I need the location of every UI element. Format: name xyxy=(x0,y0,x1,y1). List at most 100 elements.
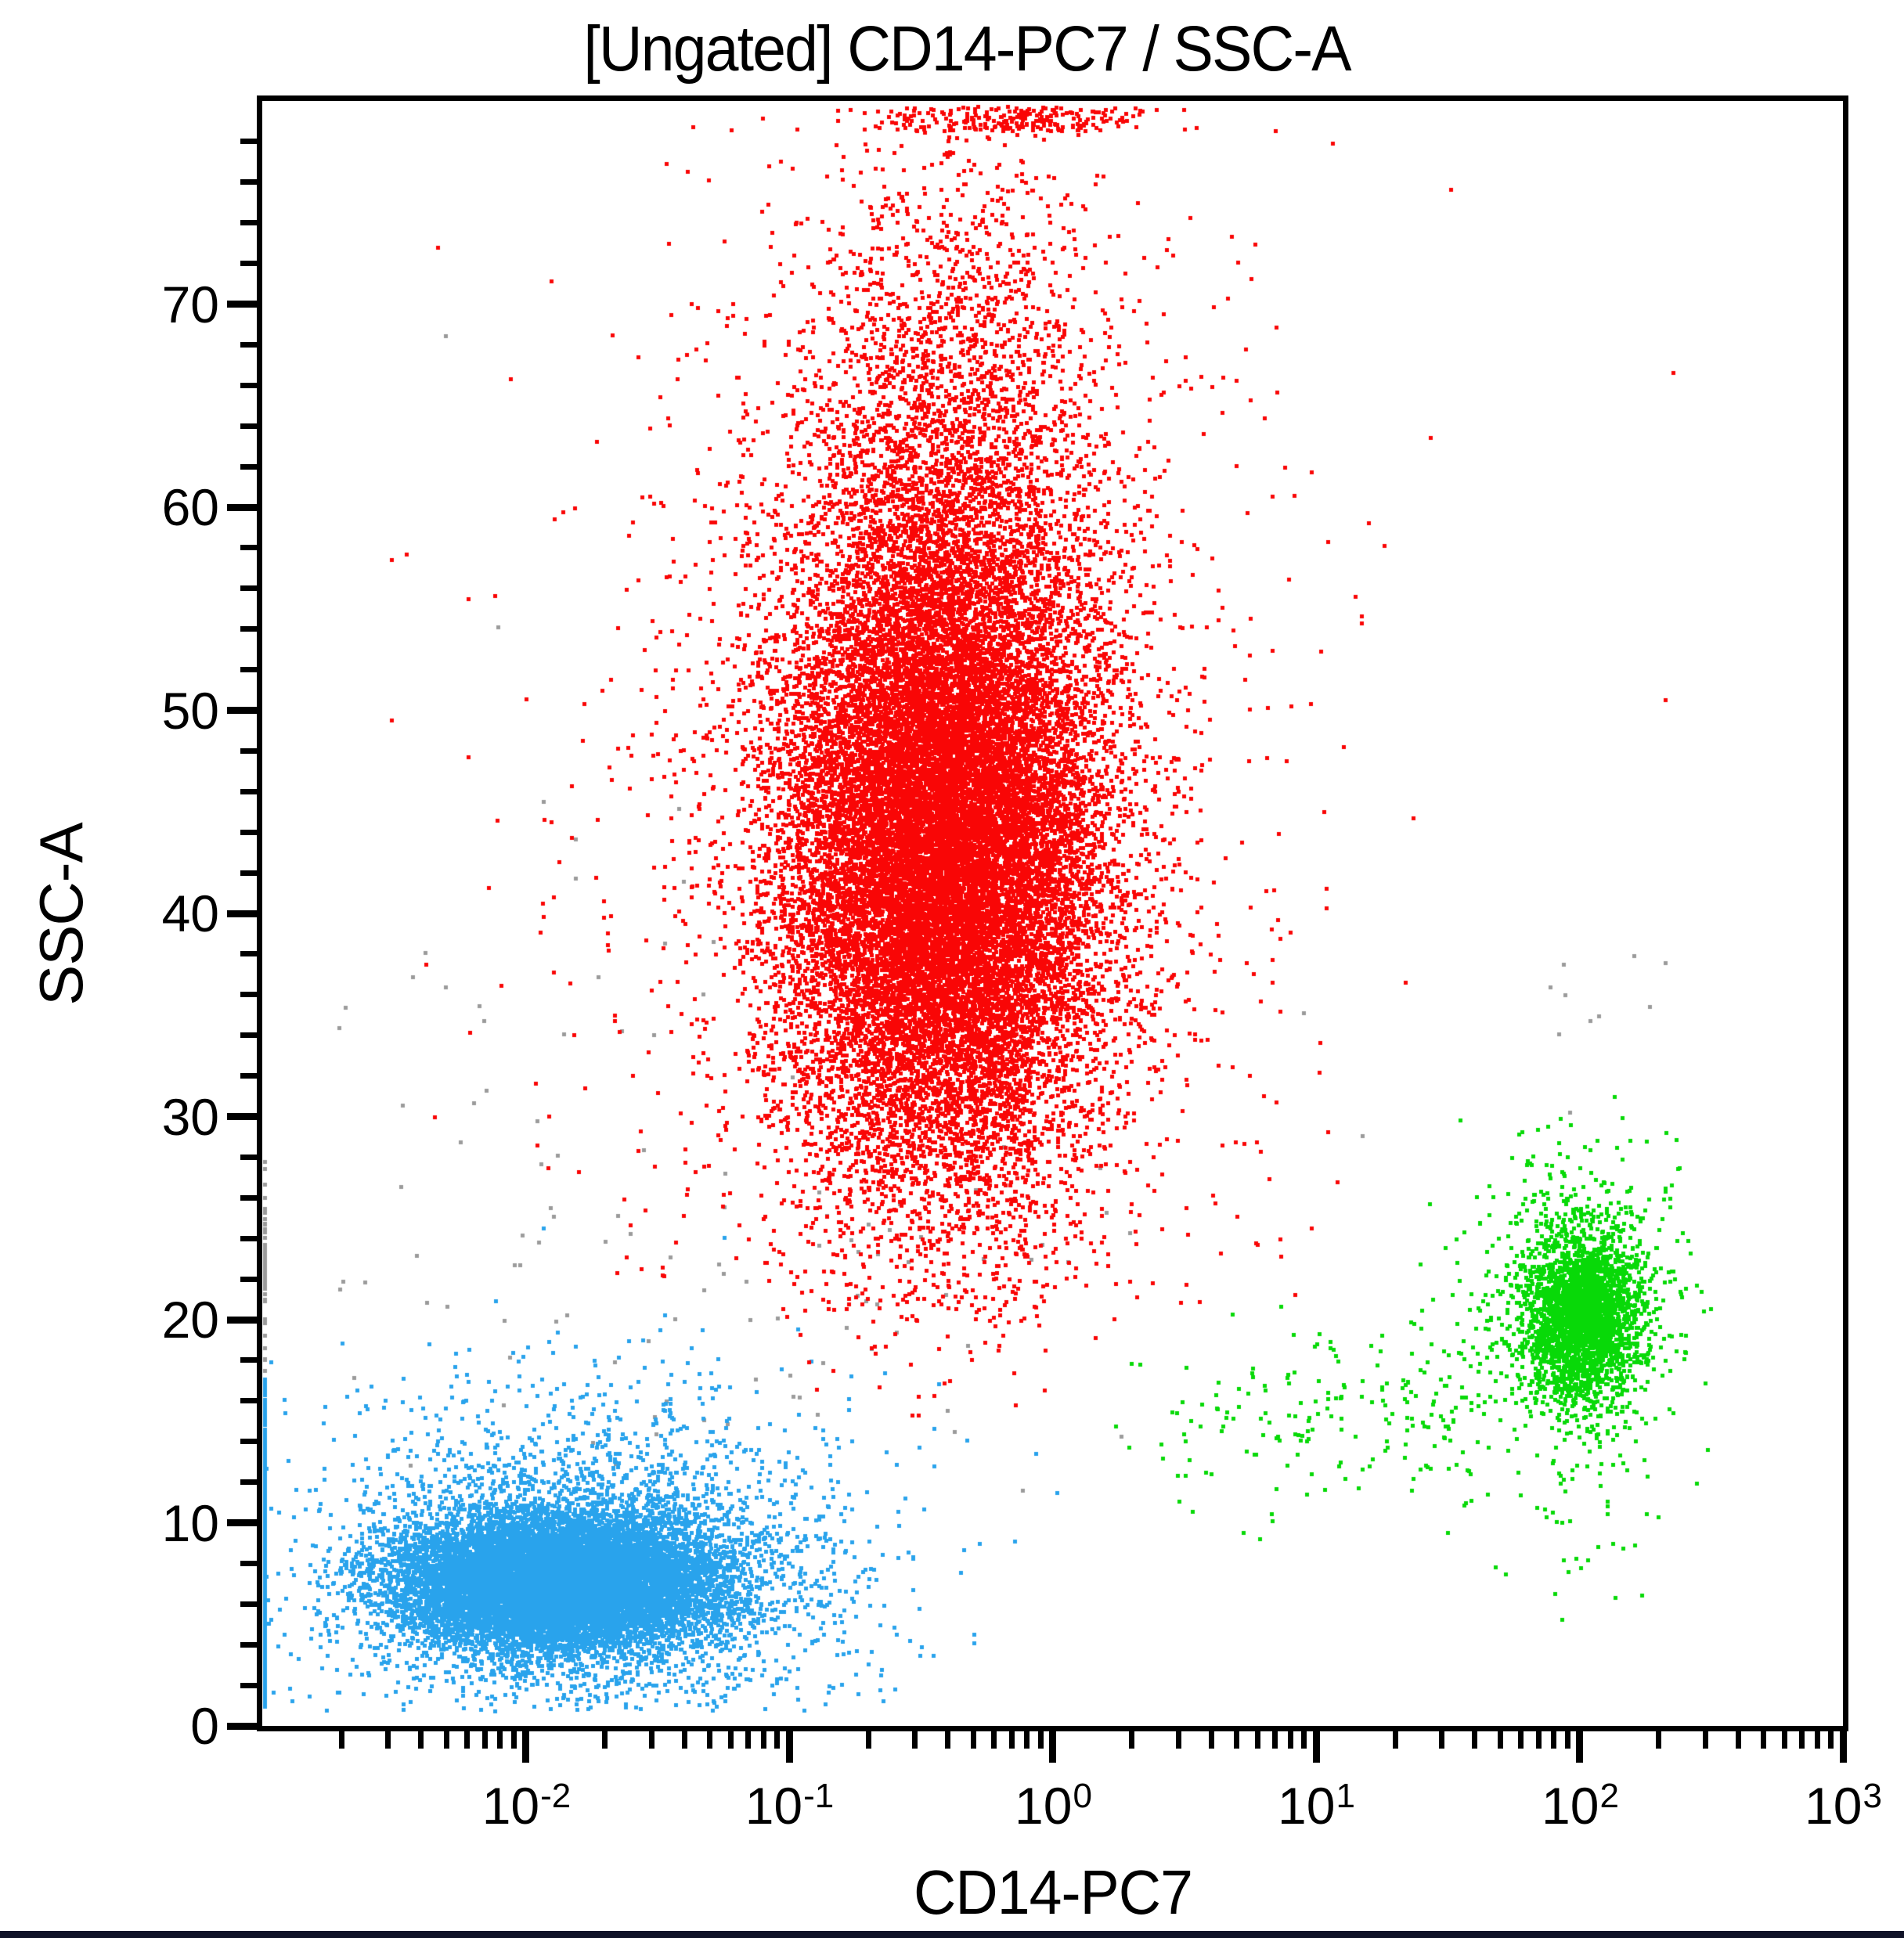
x-axis-title: CD14-PC7 xyxy=(913,1857,1193,1927)
y-tick-label: 50 xyxy=(161,682,219,740)
y-minor-tick xyxy=(240,789,257,794)
x-major-tick xyxy=(1313,1731,1320,1763)
y-minor-tick xyxy=(240,667,257,672)
y-minor-tick xyxy=(240,1439,257,1444)
x-major-tick xyxy=(1840,1731,1847,1763)
x-minor-tick xyxy=(1009,1731,1015,1749)
x-minor-tick xyxy=(1176,1731,1181,1749)
x-minor-tick xyxy=(728,1731,734,1749)
y-minor-tick xyxy=(240,1561,257,1566)
x-minor-tick xyxy=(1536,1731,1542,1749)
x-minor-tick xyxy=(1255,1731,1260,1749)
y-minor-tick xyxy=(240,748,257,754)
y-minor-tick xyxy=(240,585,257,591)
x-major-tick xyxy=(786,1731,793,1763)
y-minor-tick xyxy=(240,1642,257,1648)
x-minor-tick xyxy=(1393,1731,1398,1749)
y-minor-tick xyxy=(240,870,257,876)
x-minor-tick xyxy=(912,1731,918,1749)
x-tick-label: 10-1 xyxy=(745,1777,835,1835)
x-minor-tick xyxy=(761,1731,766,1749)
x-minor-tick xyxy=(1799,1731,1805,1749)
y-major-tick xyxy=(227,910,257,917)
x-tick-label: 102 xyxy=(1542,1777,1619,1835)
x-minor-tick xyxy=(991,1731,997,1749)
x-minor-tick xyxy=(1439,1731,1444,1749)
x-minor-tick xyxy=(649,1731,654,1749)
x-minor-tick xyxy=(1828,1731,1834,1749)
y-minor-tick xyxy=(240,464,257,470)
y-minor-tick xyxy=(240,626,257,632)
y-minor-tick xyxy=(240,545,257,550)
x-minor-tick xyxy=(1736,1731,1741,1749)
y-minor-tick xyxy=(240,1398,257,1403)
y-major-tick xyxy=(227,1317,257,1324)
x-minor-tick xyxy=(1129,1731,1134,1749)
y-minor-tick xyxy=(240,951,257,956)
y-minor-tick xyxy=(240,261,257,266)
y-minor-tick xyxy=(240,1683,257,1688)
x-minor-tick xyxy=(1234,1731,1239,1749)
y-major-tick xyxy=(227,707,257,714)
x-minor-tick xyxy=(418,1731,424,1749)
y-minor-tick xyxy=(240,992,257,997)
y-major-tick xyxy=(227,1113,257,1120)
y-major-tick xyxy=(227,301,257,308)
x-minor-tick xyxy=(339,1731,344,1749)
x-minor-tick xyxy=(971,1731,976,1749)
x-minor-tick xyxy=(1024,1731,1030,1749)
x-minor-tick xyxy=(745,1731,751,1749)
x-minor-tick xyxy=(1518,1731,1524,1749)
x-minor-tick xyxy=(1301,1731,1307,1749)
y-major-tick xyxy=(227,1723,257,1730)
x-minor-tick xyxy=(511,1731,517,1749)
x-major-tick xyxy=(522,1731,529,1763)
y-minor-tick xyxy=(240,830,257,835)
y-minor-tick xyxy=(240,1073,257,1079)
x-minor-tick xyxy=(1565,1731,1570,1749)
y-minor-tick xyxy=(240,1601,257,1607)
x-minor-tick xyxy=(1551,1731,1556,1749)
x-minor-tick xyxy=(444,1731,449,1749)
x-minor-tick xyxy=(385,1731,391,1749)
x-minor-tick xyxy=(774,1731,780,1749)
y-major-tick xyxy=(227,504,257,511)
x-major-tick xyxy=(1049,1731,1056,1763)
y-minor-tick xyxy=(240,139,257,144)
y-minor-tick xyxy=(240,220,257,225)
y-tick-label: 40 xyxy=(161,884,219,942)
y-minor-tick xyxy=(240,1195,257,1201)
y-tick-label: 20 xyxy=(161,1291,219,1349)
x-tick-label: 103 xyxy=(1805,1777,1882,1835)
x-minor-tick xyxy=(602,1731,608,1749)
x-minor-tick xyxy=(1703,1731,1708,1749)
y-minor-tick xyxy=(240,1236,257,1241)
x-minor-tick xyxy=(1498,1731,1503,1749)
y-minor-tick xyxy=(240,383,257,388)
x-minor-tick xyxy=(866,1731,871,1749)
y-minor-tick xyxy=(240,423,257,429)
x-tick-label: 10-2 xyxy=(481,1777,572,1835)
scatter-canvas[interactable] xyxy=(262,101,1843,1726)
x-minor-tick xyxy=(1472,1731,1477,1749)
x-major-tick xyxy=(1576,1731,1583,1763)
x-tick-label: 100 xyxy=(1015,1777,1092,1835)
y-minor-tick xyxy=(240,1357,257,1363)
x-minor-tick xyxy=(1656,1731,1661,1749)
x-minor-tick xyxy=(482,1731,488,1749)
x-minor-tick xyxy=(1272,1731,1278,1749)
y-minor-tick xyxy=(240,1155,257,1160)
x-minor-tick xyxy=(1288,1731,1293,1749)
y-minor-tick xyxy=(240,179,257,185)
x-minor-tick xyxy=(1815,1731,1820,1749)
x-minor-tick xyxy=(1209,1731,1214,1749)
y-major-tick xyxy=(227,1519,257,1526)
x-minor-tick xyxy=(707,1731,712,1749)
x-minor-tick xyxy=(497,1731,503,1749)
y-tick-label: 60 xyxy=(161,478,219,536)
y-tick-label: 10 xyxy=(161,1494,219,1552)
y-minor-tick xyxy=(240,342,257,348)
y-minor-tick xyxy=(240,1032,257,1038)
x-minor-tick xyxy=(1761,1731,1766,1749)
